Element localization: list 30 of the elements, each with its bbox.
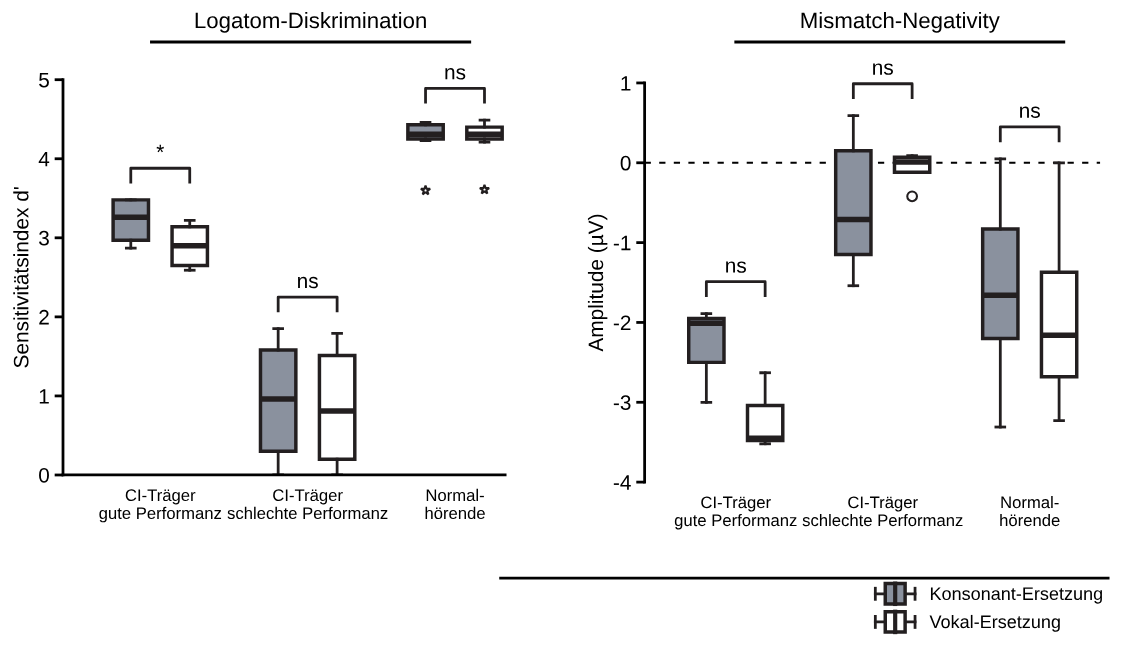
y-tick-label: 0 (620, 155, 631, 171)
legend-label: Konsonant-Ersetzung (930, 587, 1102, 604)
annotation: * (156, 144, 164, 153)
x-tick-label: Normal- hörende (1000, 496, 1060, 527)
x-tick-label: Normal- hörende (425, 488, 485, 520)
y-tick-label: 5 (39, 72, 49, 88)
y-axis-title: Amplitude (µV) (587, 214, 608, 352)
y-tick-label: -1 (613, 235, 631, 251)
y-tick-label: 1 (39, 389, 49, 404)
y-tick-label: -3 (613, 395, 631, 411)
y-tick-label: -4 (613, 475, 631, 490)
text: ns (873, 63, 893, 75)
y-tick-label: 1 (621, 76, 631, 91)
y-tick-label: 0 (39, 467, 49, 483)
y-tick-label: 4 (38, 151, 50, 167)
annotation: ns (726, 261, 746, 273)
y-tick-label: -2 (613, 315, 631, 330)
y-axis-title: Sensitivitätsindex d' (13, 187, 29, 368)
x-tick-label: CI-Träger gute Performanz (99, 489, 222, 523)
chart-title: Logatom-Diskrimination (195, 12, 426, 33)
y-tick-label: 3 (39, 230, 49, 246)
annotation: ns (1020, 106, 1040, 118)
chart-title: Mismatch-Negativity (801, 12, 1000, 33)
legend-label: Vokal-Ersetzung (929, 614, 1060, 632)
x-tick-label: CI-Träger gute Performanz (674, 496, 797, 530)
y-tick-label: 2 (39, 309, 49, 325)
annotation: ns (298, 276, 318, 289)
x-tick-label: CI-Träger schlechte Performanz (802, 496, 963, 527)
text: ns (445, 68, 466, 80)
x-tick-label: CI-Träger schlechte Performanz (227, 489, 388, 520)
